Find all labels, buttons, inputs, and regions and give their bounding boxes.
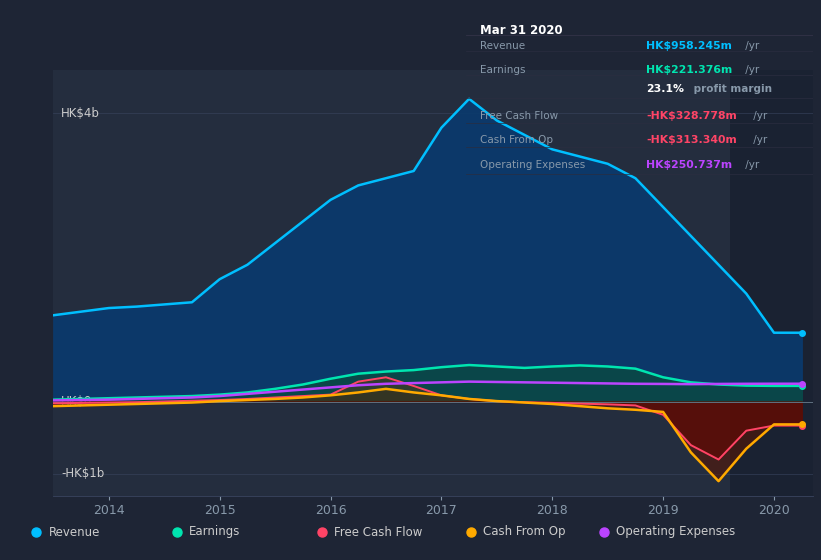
Text: Revenue: Revenue — [480, 41, 525, 51]
Text: Free Cash Flow: Free Cash Flow — [334, 525, 423, 539]
Text: Revenue: Revenue — [48, 525, 100, 539]
Text: HK$221.376m: HK$221.376m — [646, 65, 732, 75]
Text: -HK$313.340m: -HK$313.340m — [646, 136, 737, 146]
Text: /yr: /yr — [750, 111, 768, 120]
Text: -HK$1b: -HK$1b — [61, 468, 104, 480]
Text: /yr: /yr — [750, 136, 768, 146]
Text: profit margin: profit margin — [690, 84, 772, 94]
Text: /yr: /yr — [741, 160, 759, 170]
Bar — [730, 70, 813, 496]
Text: Free Cash Flow: Free Cash Flow — [480, 111, 558, 120]
Text: Earnings: Earnings — [480, 65, 525, 75]
Text: HK$958.245m: HK$958.245m — [646, 41, 732, 51]
Text: /yr: /yr — [741, 41, 759, 51]
Text: /yr: /yr — [741, 65, 759, 75]
Text: 23.1%: 23.1% — [646, 84, 685, 94]
Text: HK$0: HK$0 — [61, 395, 92, 408]
Text: HK$4b: HK$4b — [61, 107, 100, 120]
Text: Cash From Op: Cash From Op — [483, 525, 566, 539]
Text: Mar 31 2020: Mar 31 2020 — [480, 24, 563, 37]
Text: Operating Expenses: Operating Expenses — [480, 160, 585, 170]
Text: HK$250.737m: HK$250.737m — [646, 160, 732, 170]
Text: Cash From Op: Cash From Op — [480, 136, 553, 146]
Text: -HK$328.778m: -HK$328.778m — [646, 111, 737, 120]
Text: Operating Expenses: Operating Expenses — [616, 525, 735, 539]
Text: Earnings: Earnings — [189, 525, 241, 539]
